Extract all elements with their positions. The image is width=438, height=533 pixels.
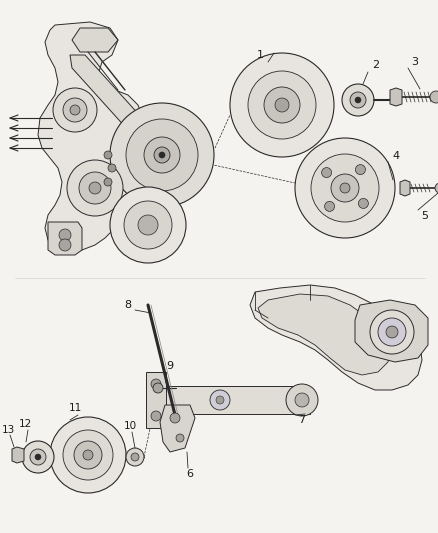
Polygon shape — [390, 88, 402, 106]
Circle shape — [331, 174, 359, 202]
Circle shape — [210, 390, 230, 410]
Text: 1: 1 — [257, 50, 264, 60]
Circle shape — [230, 53, 334, 157]
Text: 8: 8 — [124, 300, 131, 310]
Circle shape — [50, 417, 126, 493]
Polygon shape — [160, 405, 195, 452]
Circle shape — [67, 160, 123, 216]
Polygon shape — [72, 28, 118, 52]
Circle shape — [355, 97, 361, 103]
Text: 7: 7 — [298, 415, 306, 425]
Circle shape — [430, 91, 438, 103]
Circle shape — [138, 215, 158, 235]
Circle shape — [59, 229, 71, 241]
Circle shape — [59, 239, 71, 251]
Polygon shape — [48, 222, 82, 255]
Circle shape — [110, 103, 214, 207]
Text: 9: 9 — [166, 361, 173, 371]
Circle shape — [126, 448, 144, 466]
Circle shape — [311, 154, 379, 222]
Text: 10: 10 — [124, 421, 137, 431]
Circle shape — [104, 178, 112, 186]
Text: 12: 12 — [18, 419, 32, 429]
Circle shape — [286, 384, 318, 416]
Circle shape — [30, 449, 46, 465]
Circle shape — [342, 84, 374, 116]
Circle shape — [144, 137, 180, 173]
Circle shape — [22, 441, 54, 473]
Circle shape — [264, 87, 300, 123]
Circle shape — [63, 98, 87, 122]
Polygon shape — [355, 300, 428, 362]
Polygon shape — [400, 180, 410, 196]
Circle shape — [355, 165, 365, 175]
Text: 4: 4 — [392, 151, 399, 161]
Circle shape — [154, 147, 170, 163]
Circle shape — [110, 187, 186, 263]
Circle shape — [295, 138, 395, 238]
Circle shape — [79, 172, 111, 204]
Text: 11: 11 — [68, 403, 81, 413]
Polygon shape — [258, 294, 390, 375]
Circle shape — [386, 326, 398, 338]
Circle shape — [151, 411, 161, 421]
Circle shape — [159, 152, 165, 158]
Polygon shape — [12, 447, 24, 463]
Circle shape — [275, 98, 289, 112]
Circle shape — [170, 413, 180, 423]
Circle shape — [350, 92, 366, 108]
Circle shape — [70, 105, 80, 115]
Circle shape — [248, 71, 316, 139]
Circle shape — [74, 441, 102, 469]
Circle shape — [295, 393, 309, 407]
Text: 2: 2 — [372, 60, 380, 70]
Polygon shape — [148, 386, 310, 414]
Circle shape — [340, 183, 350, 193]
Circle shape — [378, 318, 406, 346]
Polygon shape — [38, 22, 142, 252]
Circle shape — [151, 379, 161, 389]
Circle shape — [89, 182, 101, 194]
Circle shape — [126, 119, 198, 191]
Polygon shape — [146, 372, 166, 428]
Polygon shape — [250, 285, 422, 390]
Circle shape — [435, 183, 438, 193]
Circle shape — [104, 151, 112, 159]
Text: 3: 3 — [411, 57, 418, 67]
Circle shape — [131, 453, 139, 461]
Text: 6: 6 — [187, 469, 194, 479]
Circle shape — [63, 430, 113, 480]
Circle shape — [176, 434, 184, 442]
Circle shape — [53, 88, 97, 132]
Circle shape — [124, 201, 172, 249]
Text: 13: 13 — [1, 425, 14, 435]
Circle shape — [321, 167, 332, 177]
Text: 5: 5 — [421, 211, 428, 221]
Circle shape — [108, 164, 116, 172]
Polygon shape — [70, 55, 142, 130]
Circle shape — [370, 310, 414, 354]
Circle shape — [358, 198, 368, 208]
Circle shape — [153, 383, 163, 393]
Circle shape — [325, 201, 335, 212]
Circle shape — [35, 454, 41, 460]
Circle shape — [83, 450, 93, 460]
Circle shape — [216, 396, 224, 404]
